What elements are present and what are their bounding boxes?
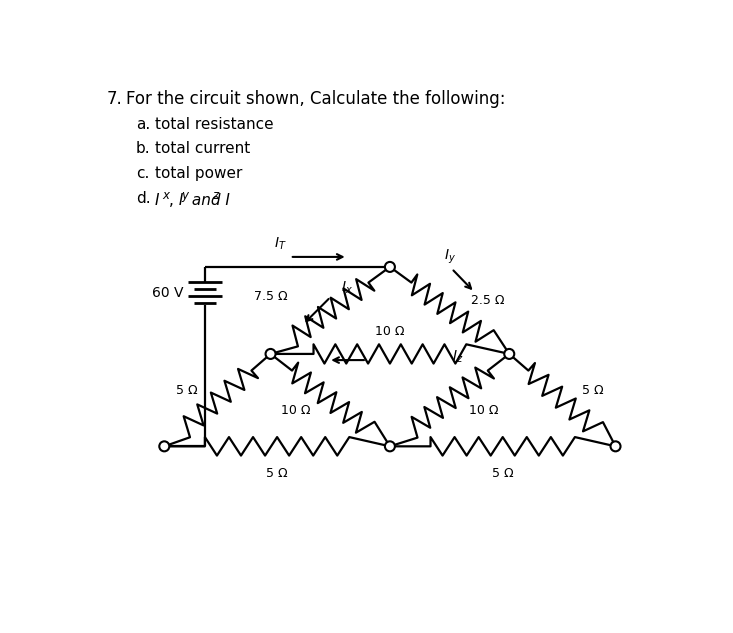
Text: total power: total power	[155, 166, 243, 181]
Text: 7.: 7.	[106, 90, 122, 108]
Text: d.: d.	[136, 191, 150, 206]
Text: total current: total current	[155, 141, 250, 156]
Text: and I: and I	[187, 193, 229, 208]
Circle shape	[385, 441, 395, 451]
Text: y: y	[181, 189, 188, 202]
Circle shape	[504, 349, 515, 359]
Text: 10 Ω: 10 Ω	[375, 325, 405, 338]
Text: I: I	[155, 193, 160, 208]
Text: b.: b.	[136, 141, 150, 156]
Text: ,: ,	[169, 193, 174, 208]
Text: $I_y$: $I_y$	[443, 248, 456, 266]
Text: z: z	[213, 189, 218, 202]
Text: 5 Ω: 5 Ω	[176, 384, 197, 398]
Text: 5 Ω: 5 Ω	[583, 384, 604, 398]
Circle shape	[611, 441, 621, 451]
Text: x: x	[163, 189, 169, 202]
Text: I: I	[174, 193, 183, 208]
Text: a.: a.	[136, 116, 150, 132]
Text: For the circuit shown, Calculate the following:: For the circuit shown, Calculate the fol…	[126, 90, 505, 108]
Text: 60 V: 60 V	[152, 285, 183, 299]
Text: 10 Ω: 10 Ω	[469, 404, 498, 417]
Circle shape	[159, 441, 169, 451]
Text: $I_x$: $I_x$	[342, 280, 353, 296]
Text: 2.5 Ω: 2.5 Ω	[471, 294, 504, 306]
Circle shape	[265, 349, 276, 359]
Text: total resistance: total resistance	[155, 116, 273, 132]
Text: 7.5 Ω: 7.5 Ω	[254, 290, 287, 303]
Text: $I_z$: $I_z$	[452, 349, 463, 365]
Text: $I_T$: $I_T$	[274, 235, 287, 251]
Text: 5 Ω: 5 Ω	[266, 467, 287, 480]
Text: 10 Ω: 10 Ω	[281, 404, 311, 417]
Text: c.: c.	[136, 166, 150, 181]
Circle shape	[385, 262, 395, 272]
Text: 5 Ω: 5 Ω	[493, 467, 514, 480]
